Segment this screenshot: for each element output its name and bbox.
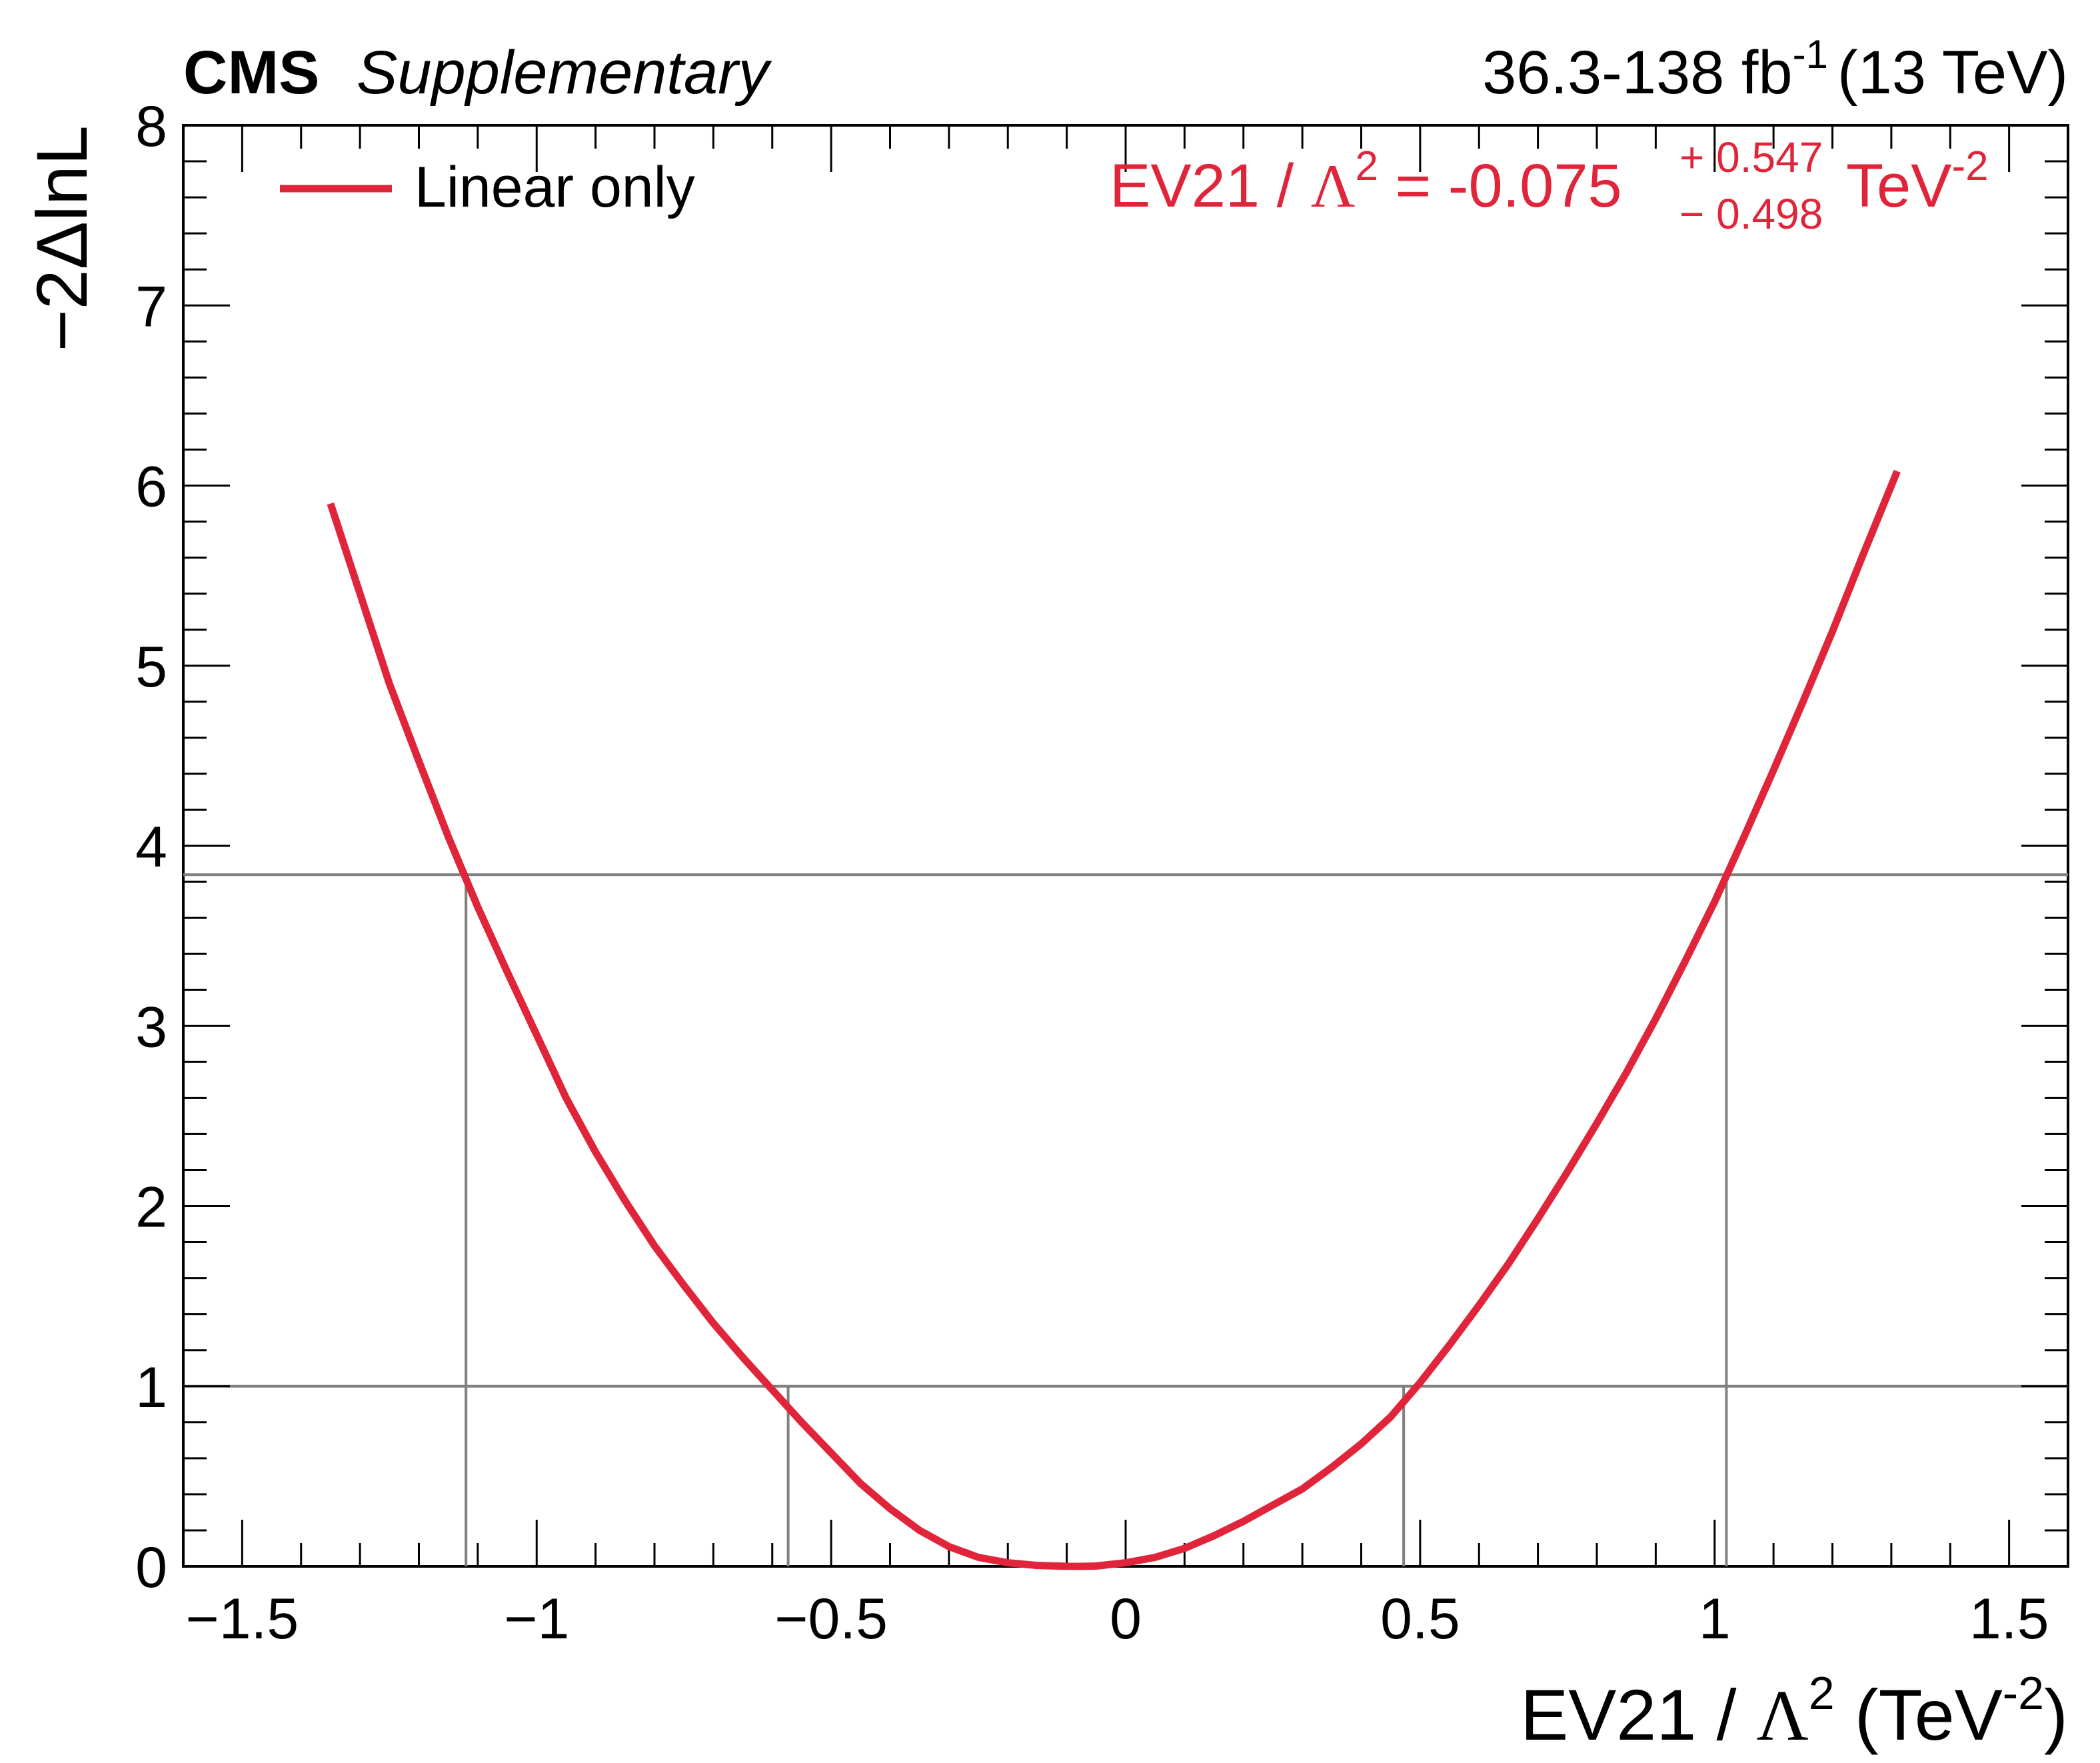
svg-text:TeV-2: TeV-2 bbox=[1846, 143, 1989, 220]
x-tick-label: 0 bbox=[1110, 1587, 1142, 1651]
fit-result-annotation: EV21 / Λ2 = -0.075 + 0.547 − 0.498 TeV-2 bbox=[1110, 133, 1989, 238]
x-axis-title-unit-close: ) bbox=[2044, 1674, 2068, 1755]
y-tick-label: 5 bbox=[135, 635, 167, 699]
y-tick-label: 1 bbox=[135, 1356, 167, 1420]
reference-lines bbox=[183, 873, 2068, 1566]
axis-tick-labels: −1.5 −1 −0.5 0 0.5 1 1.5 0 1 2 3 4 5 6 7 8 bbox=[135, 95, 2049, 1651]
x-axis-title-unit-open: (TeV bbox=[1835, 1674, 2003, 1755]
result-error-down: − 0.498 bbox=[1679, 190, 1823, 238]
experiment-label: CMS bbox=[183, 39, 319, 107]
axis-ticks bbox=[182, 124, 2069, 1568]
result-param-prefix: EV21 / bbox=[1110, 152, 1311, 220]
x-axis-title-symbol: Λ bbox=[1756, 1676, 1808, 1756]
energy-value: (13 TeV) bbox=[1837, 39, 2068, 107]
lumi-energy-label: 36.3-138 fb-1 (13 TeV) bbox=[1482, 32, 2068, 107]
legend-entry-label: Linear only bbox=[415, 155, 695, 219]
x-axis-title-sup: 2 bbox=[1809, 1667, 1835, 1719]
y-axis-title: −2ΔlnL bbox=[21, 125, 102, 351]
y-tick-label: 3 bbox=[135, 995, 167, 1059]
likelihood-curve bbox=[327, 469, 1901, 1570]
y-tick-label: 0 bbox=[135, 1536, 167, 1600]
result-error-up: + 0.547 bbox=[1679, 133, 1823, 181]
result-central-value: = -0.075 bbox=[1378, 152, 1622, 220]
result-lambda-symbol: Λ bbox=[1311, 152, 1356, 220]
result-unit-sup: -2 bbox=[1952, 143, 1989, 189]
lumi-unit-sup: -1 bbox=[1793, 32, 1828, 77]
svg-text:EV21 / Λ2 = -0.075: EV21 / Λ2 = -0.075 bbox=[1110, 143, 1622, 220]
result-lambda-sup: 2 bbox=[1355, 143, 1378, 189]
x-tick-label: 1.5 bbox=[1969, 1587, 2049, 1651]
x-axis-title-unit-sup: -2 bbox=[2003, 1667, 2044, 1719]
y-tick-label: 4 bbox=[135, 815, 167, 879]
x-axis-title: EV21 / Λ2 (TeV-2) bbox=[1520, 1667, 2068, 1756]
x-tick-label: 0.5 bbox=[1380, 1587, 1460, 1651]
x-tick-label: −1 bbox=[504, 1587, 569, 1651]
x-tick-label: −0.5 bbox=[774, 1587, 888, 1651]
y-tick-label: 6 bbox=[135, 455, 167, 519]
x-tick-label: 1 bbox=[1699, 1587, 1731, 1651]
x-tick-label: −1.5 bbox=[185, 1587, 299, 1651]
result-unit: TeV bbox=[1846, 152, 1952, 220]
experiment-tag: Supplementary bbox=[357, 39, 772, 107]
lumi-value: 36.3-138 fb bbox=[1482, 39, 1792, 107]
y-tick-label: 2 bbox=[135, 1176, 167, 1240]
y-tick-label: 7 bbox=[135, 275, 167, 339]
y-tick-label: 8 bbox=[135, 95, 167, 159]
x-axis-title-prefix: EV21 / bbox=[1520, 1674, 1756, 1755]
series-layer bbox=[327, 469, 1901, 1570]
